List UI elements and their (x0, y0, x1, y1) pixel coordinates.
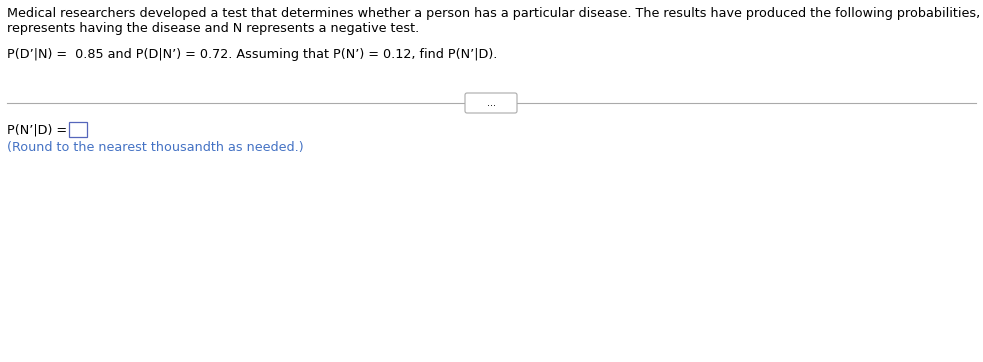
Text: represents having the disease and N represents a negative test.: represents having the disease and N repr… (7, 22, 420, 35)
Bar (465, 93, 517, 113)
Bar (69, 122, 87, 137)
Text: P(N’|D) =: P(N’|D) = (7, 124, 71, 137)
FancyBboxPatch shape (465, 93, 517, 113)
Text: (Round to the nearest thousandth as needed.): (Round to the nearest thousandth as need… (7, 141, 304, 154)
Text: P(D’|N) =  0.85 and P(D|N’) = 0.72. Assuming that P(N’) = 0.12, find P(N’|D).: P(D’|N) = 0.85 and P(D|N’) = 0.72. Assum… (7, 48, 497, 61)
Text: Medical researchers developed a test that determines whether a person has a part: Medical researchers developed a test tha… (7, 7, 983, 20)
Text: ...: ... (487, 98, 495, 108)
